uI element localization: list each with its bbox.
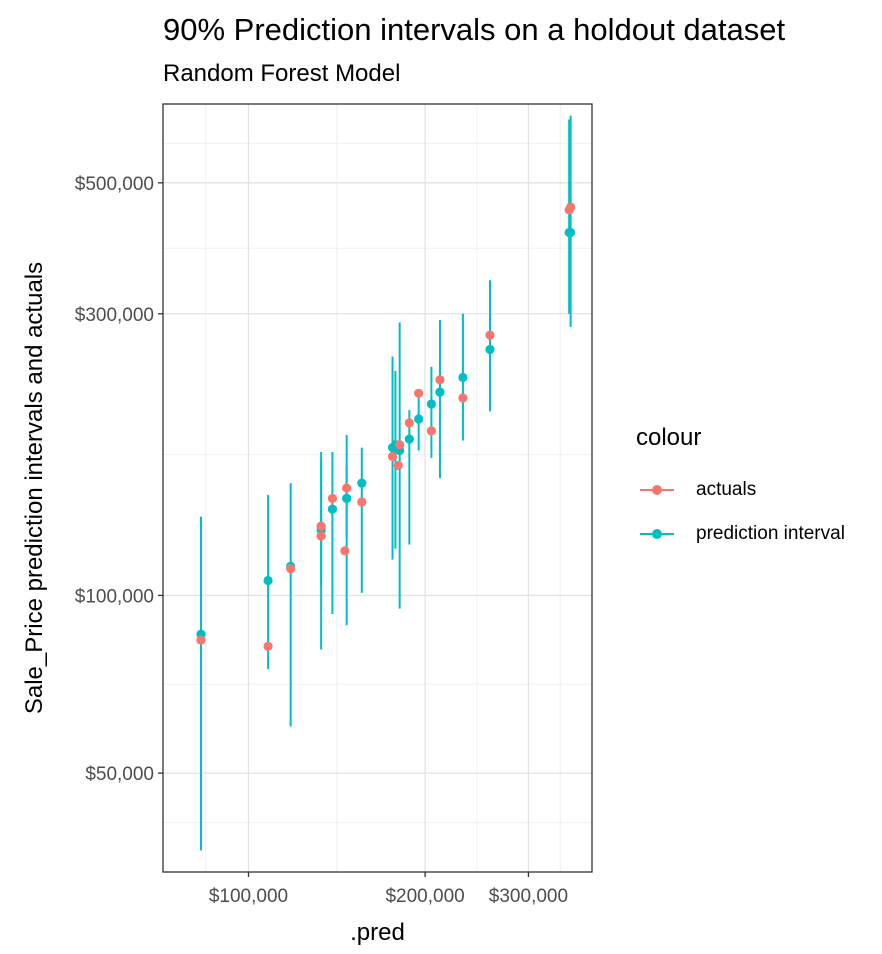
actual-point xyxy=(458,393,468,403)
actual-point xyxy=(485,330,495,340)
axis-layer: $100,000 $200,000 $300,000 $50,000 $100,000 $… xyxy=(75,174,568,907)
x-axis-label: .pred xyxy=(350,919,405,946)
legend-title: colour xyxy=(636,424,702,451)
actuals-layer xyxy=(196,202,576,651)
y-tick-label: $500,000 xyxy=(75,174,154,195)
prediction-point xyxy=(426,399,437,409)
chart-subtitle: Random Forest Model xyxy=(163,60,401,87)
actual-point xyxy=(404,418,414,428)
prediction-point xyxy=(263,575,273,586)
actual-point xyxy=(340,546,350,556)
actual-point xyxy=(566,202,576,212)
actual-point xyxy=(286,564,296,574)
prediction-point xyxy=(485,344,495,355)
actual-point xyxy=(395,440,405,450)
actual-point xyxy=(414,388,424,398)
actual-point xyxy=(316,521,326,531)
prediction-point xyxy=(435,387,445,397)
prediction-point xyxy=(458,372,468,383)
x-tick-label: $300,000 xyxy=(489,886,568,907)
prediction-point xyxy=(414,414,424,424)
y-tick-label: $300,000 xyxy=(75,305,154,326)
actual-point xyxy=(357,497,367,507)
y-tick-label: $100,000 xyxy=(75,586,154,607)
actual-point xyxy=(426,426,437,436)
legend: colour actuals prediction interval xyxy=(636,424,845,556)
prediction-point xyxy=(357,478,367,488)
x-tick-label: $100,000 xyxy=(209,886,288,907)
y-tick-label: $50,000 xyxy=(85,764,154,785)
legend-key-prediction-interval xyxy=(636,524,678,544)
prediction-point xyxy=(342,493,352,504)
actual-point xyxy=(327,493,337,504)
legend-item-prediction-interval: prediction interval xyxy=(636,512,845,556)
actual-point xyxy=(342,483,352,493)
grid-layer xyxy=(163,104,592,872)
x-tick-label: $200,000 xyxy=(385,886,464,907)
actual-point xyxy=(435,375,445,385)
actual-point xyxy=(387,451,398,461)
actual-point xyxy=(196,635,206,645)
actual-point xyxy=(263,641,273,651)
panel-border xyxy=(162,103,593,873)
prediction-point xyxy=(566,227,576,238)
chart-title: 90% Prediction intervals on a holdout da… xyxy=(163,12,786,47)
prediction-point xyxy=(327,504,337,514)
legend-label-prediction-interval: prediction interval xyxy=(696,523,845,544)
panel-background xyxy=(163,104,592,872)
legend-item-actuals: actuals xyxy=(636,468,845,512)
prediction-point xyxy=(404,434,414,444)
legend-label-actuals: actuals xyxy=(696,479,757,500)
actual-point xyxy=(316,531,326,541)
legend-key-actuals xyxy=(636,480,678,500)
y-axis-label: Sale_Price prediction intervals and actu… xyxy=(21,262,48,714)
actual-point xyxy=(393,460,403,471)
